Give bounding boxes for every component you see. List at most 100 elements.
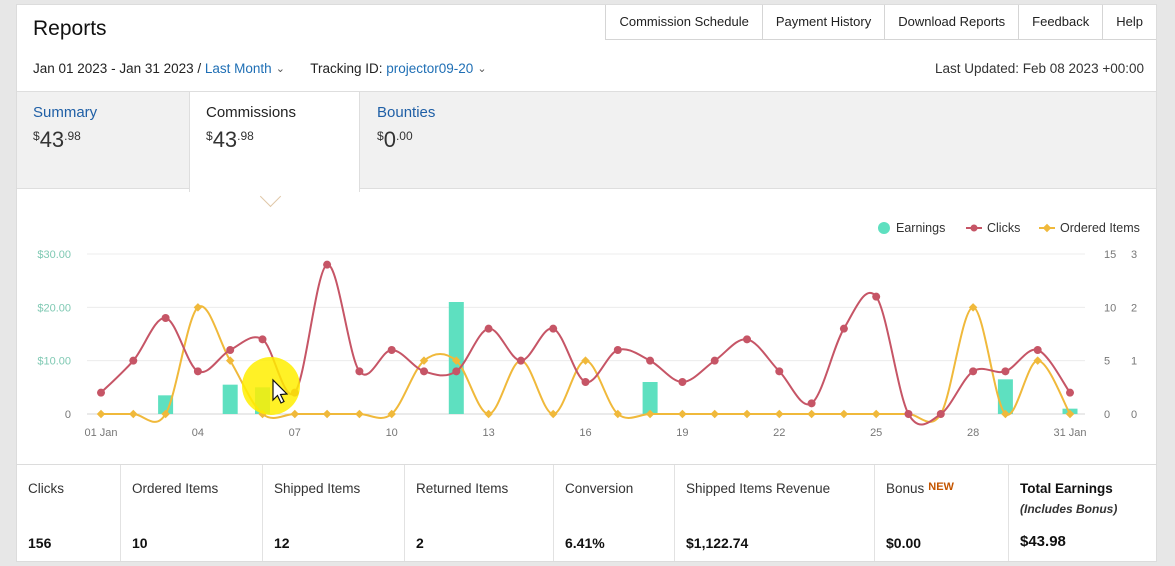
commissions-amount: $43.98 bbox=[206, 127, 254, 152]
ordered-items-point bbox=[581, 356, 590, 365]
clicks-point bbox=[743, 335, 751, 344]
clicks-point bbox=[936, 410, 945, 418]
clicks-point bbox=[1066, 388, 1074, 397]
legend-clicks-marker bbox=[970, 224, 978, 232]
ordered-items-point bbox=[871, 409, 881, 419]
ordered-items-point bbox=[387, 409, 396, 419]
stat-value: $0.00 bbox=[886, 535, 922, 551]
legend-clicks-label: Clicks bbox=[987, 221, 1020, 235]
ordered-items-point bbox=[807, 409, 816, 419]
top-nav: Commission Schedule Payment History Down… bbox=[605, 5, 1156, 40]
x-tick-label: 04 bbox=[192, 427, 204, 439]
clicks-point bbox=[710, 356, 719, 365]
ordered-items-point bbox=[484, 409, 493, 419]
x-tick-label: 16 bbox=[579, 427, 591, 439]
download-reports-link[interactable]: Download Reports bbox=[885, 5, 1020, 39]
page-title: Reports bbox=[33, 17, 107, 40]
y-right-ordered-tick-label: 2 bbox=[1131, 302, 1137, 314]
payment-history-link[interactable]: Payment History bbox=[763, 5, 886, 39]
feedback-link[interactable]: Feedback bbox=[1019, 5, 1104, 39]
stat-label: Conversion bbox=[565, 481, 634, 496]
clicks-point bbox=[97, 388, 105, 397]
report-tabs: Summary $43.98 Commissions $43.98 Bounti… bbox=[17, 91, 1156, 192]
ordered-items-point bbox=[1001, 409, 1010, 419]
ordered-items-point bbox=[1065, 409, 1075, 419]
clicks-point bbox=[516, 356, 525, 365]
ordered-items-point bbox=[839, 409, 849, 419]
tracking-id-dropdown[interactable]: projector09-20 ⌄ bbox=[386, 61, 486, 76]
ordered-items-point bbox=[96, 409, 106, 419]
clicks-point bbox=[420, 367, 428, 376]
ordered-items-point bbox=[355, 409, 364, 419]
clicks-point bbox=[613, 346, 622, 354]
tab-commissions-label: Commissions bbox=[206, 104, 297, 121]
y-right-ordered-tick-label: 0 bbox=[1131, 409, 1137, 421]
y-right-clicks-tick-label: 5 bbox=[1104, 356, 1110, 368]
x-tick-label: 07 bbox=[289, 427, 301, 439]
earnings-bar bbox=[997, 379, 1013, 414]
stat-shipped-items: Shipped Items 12 bbox=[263, 465, 405, 561]
clicks-line bbox=[100, 263, 1071, 426]
x-tick-label: 01 Jan bbox=[84, 427, 117, 439]
filters-bar: Jan 01 2023 - Jan 31 2023 / Last Month ⌄ … bbox=[33, 61, 487, 76]
stat-label: Bonus NEW bbox=[886, 481, 954, 496]
stat-value: 156 bbox=[28, 535, 52, 551]
tab-summary-label: Summary bbox=[33, 104, 98, 121]
clicks-point bbox=[646, 356, 655, 365]
y-right-ordered-tick-label: 1 bbox=[1131, 356, 1137, 368]
clicks-point bbox=[387, 346, 396, 354]
clicks-point bbox=[129, 356, 138, 365]
period-dropdown[interactable]: Last Month ⌄ bbox=[205, 61, 285, 76]
stat-value: $43.98 bbox=[1020, 533, 1066, 550]
last-updated: Last Updated: Feb 08 2023 +00:00 bbox=[934, 61, 1144, 76]
y-left-tick-label: $10.00 bbox=[37, 356, 71, 368]
help-link[interactable]: Help bbox=[1116, 14, 1143, 29]
stat-total-earnings: Total Earnings (Includes Bonus) $43.98 bbox=[1009, 465, 1156, 561]
clicks-point bbox=[839, 324, 848, 333]
ordered-items-point bbox=[322, 409, 332, 419]
clicks-point bbox=[193, 367, 202, 376]
stat-value: 2 bbox=[416, 535, 424, 551]
clicks-point bbox=[452, 367, 461, 376]
y-left-tick-label: $20.00 bbox=[37, 302, 71, 314]
clicks-point bbox=[872, 292, 881, 301]
legend-ordered-items-marker bbox=[1042, 223, 1052, 233]
stat-conversion: Conversion 6.41% bbox=[554, 465, 675, 561]
clicks-point bbox=[969, 367, 978, 376]
ordered-items-point bbox=[613, 409, 623, 419]
ordered-items-point bbox=[452, 356, 461, 365]
clicks-point bbox=[1001, 367, 1010, 376]
x-tick-label: 31 Jan bbox=[1053, 427, 1086, 439]
new-badge: NEW bbox=[928, 481, 954, 493]
legend-ordered-items-label: Ordered Items bbox=[1060, 221, 1140, 235]
clicks-point bbox=[549, 324, 558, 333]
clicks-point bbox=[484, 324, 493, 333]
tab-summary[interactable]: Summary $43.98 bbox=[17, 92, 189, 188]
stat-value: 12 bbox=[274, 535, 290, 551]
tab-commissions[interactable]: Commissions $43.98 bbox=[189, 92, 360, 192]
stat-ordered-items: Ordered Items 10 bbox=[121, 465, 263, 561]
y-right-ordered-tick-label: 3 bbox=[1131, 249, 1137, 261]
stat-value: 6.41% bbox=[565, 535, 605, 551]
tracking-label: Tracking ID: bbox=[310, 61, 383, 76]
summary-amount: $43.98 bbox=[33, 127, 81, 152]
clicks-point bbox=[161, 314, 170, 322]
legend-earnings-marker bbox=[878, 222, 890, 234]
chevron-down-icon: ⌄ bbox=[477, 63, 487, 75]
stat-shipped-revenue: Shipped Items Revenue $1,122.74 bbox=[675, 465, 875, 561]
clicks-point bbox=[807, 399, 816, 408]
ordered-items-point bbox=[161, 409, 170, 419]
stat-label: Shipped Items Revenue bbox=[686, 481, 831, 496]
ordered-items-point bbox=[775, 409, 784, 419]
y-right-clicks-tick-label: 0 bbox=[1104, 409, 1110, 421]
stat-sublabel: (Includes Bonus) bbox=[1020, 502, 1118, 516]
commission-schedule-link[interactable]: Commission Schedule bbox=[606, 5, 763, 39]
earnings-chart: 0 $10.00 $20.00 $30.00 0 5 10 15 0 1 2 3 01 Jan 04 07 1… bbox=[37, 221, 1140, 439]
ordered-items-point bbox=[548, 409, 558, 419]
earnings-bar bbox=[222, 384, 238, 414]
y-right-clicks-tick-label: 10 bbox=[1104, 302, 1116, 314]
tab-bounties[interactable]: Bounties $0.00 bbox=[361, 92, 533, 188]
x-tick-label: 28 bbox=[967, 427, 979, 439]
cursor-highlight bbox=[242, 357, 300, 415]
stat-returned-items: Returned Items 2 bbox=[405, 465, 554, 561]
